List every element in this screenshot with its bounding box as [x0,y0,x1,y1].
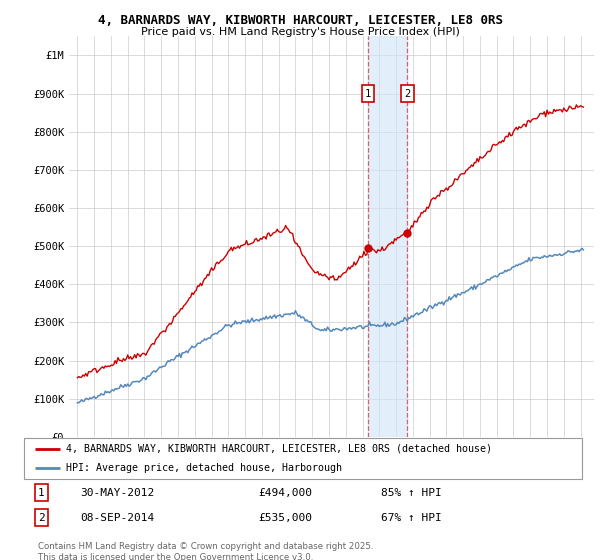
Text: 4, BARNARDS WAY, KIBWORTH HARCOURT, LEICESTER, LE8 0RS (detached house): 4, BARNARDS WAY, KIBWORTH HARCOURT, LEIC… [66,444,492,454]
Text: 2: 2 [404,88,410,99]
Text: 1: 1 [38,488,45,498]
Text: 2: 2 [38,513,45,523]
Text: 30-MAY-2012: 30-MAY-2012 [80,488,154,498]
Text: £494,000: £494,000 [259,488,313,498]
Text: HPI: Average price, detached house, Harborough: HPI: Average price, detached house, Harb… [66,463,342,473]
Text: £535,000: £535,000 [259,513,313,523]
Text: Contains HM Land Registry data © Crown copyright and database right 2025.
This d: Contains HM Land Registry data © Crown c… [38,542,373,560]
FancyBboxPatch shape [24,438,582,479]
Text: 85% ↑ HPI: 85% ↑ HPI [381,488,442,498]
Text: 1: 1 [365,88,371,99]
Bar [368,36,407,437]
Text: Price paid vs. HM Land Registry's House Price Index (HPI): Price paid vs. HM Land Registry's House … [140,27,460,37]
Text: 4, BARNARDS WAY, KIBWORTH HARCOURT, LEICESTER, LE8 0RS: 4, BARNARDS WAY, KIBWORTH HARCOURT, LEIC… [97,14,503,27]
Text: 08-SEP-2014: 08-SEP-2014 [80,513,154,523]
Text: 67% ↑ HPI: 67% ↑ HPI [381,513,442,523]
